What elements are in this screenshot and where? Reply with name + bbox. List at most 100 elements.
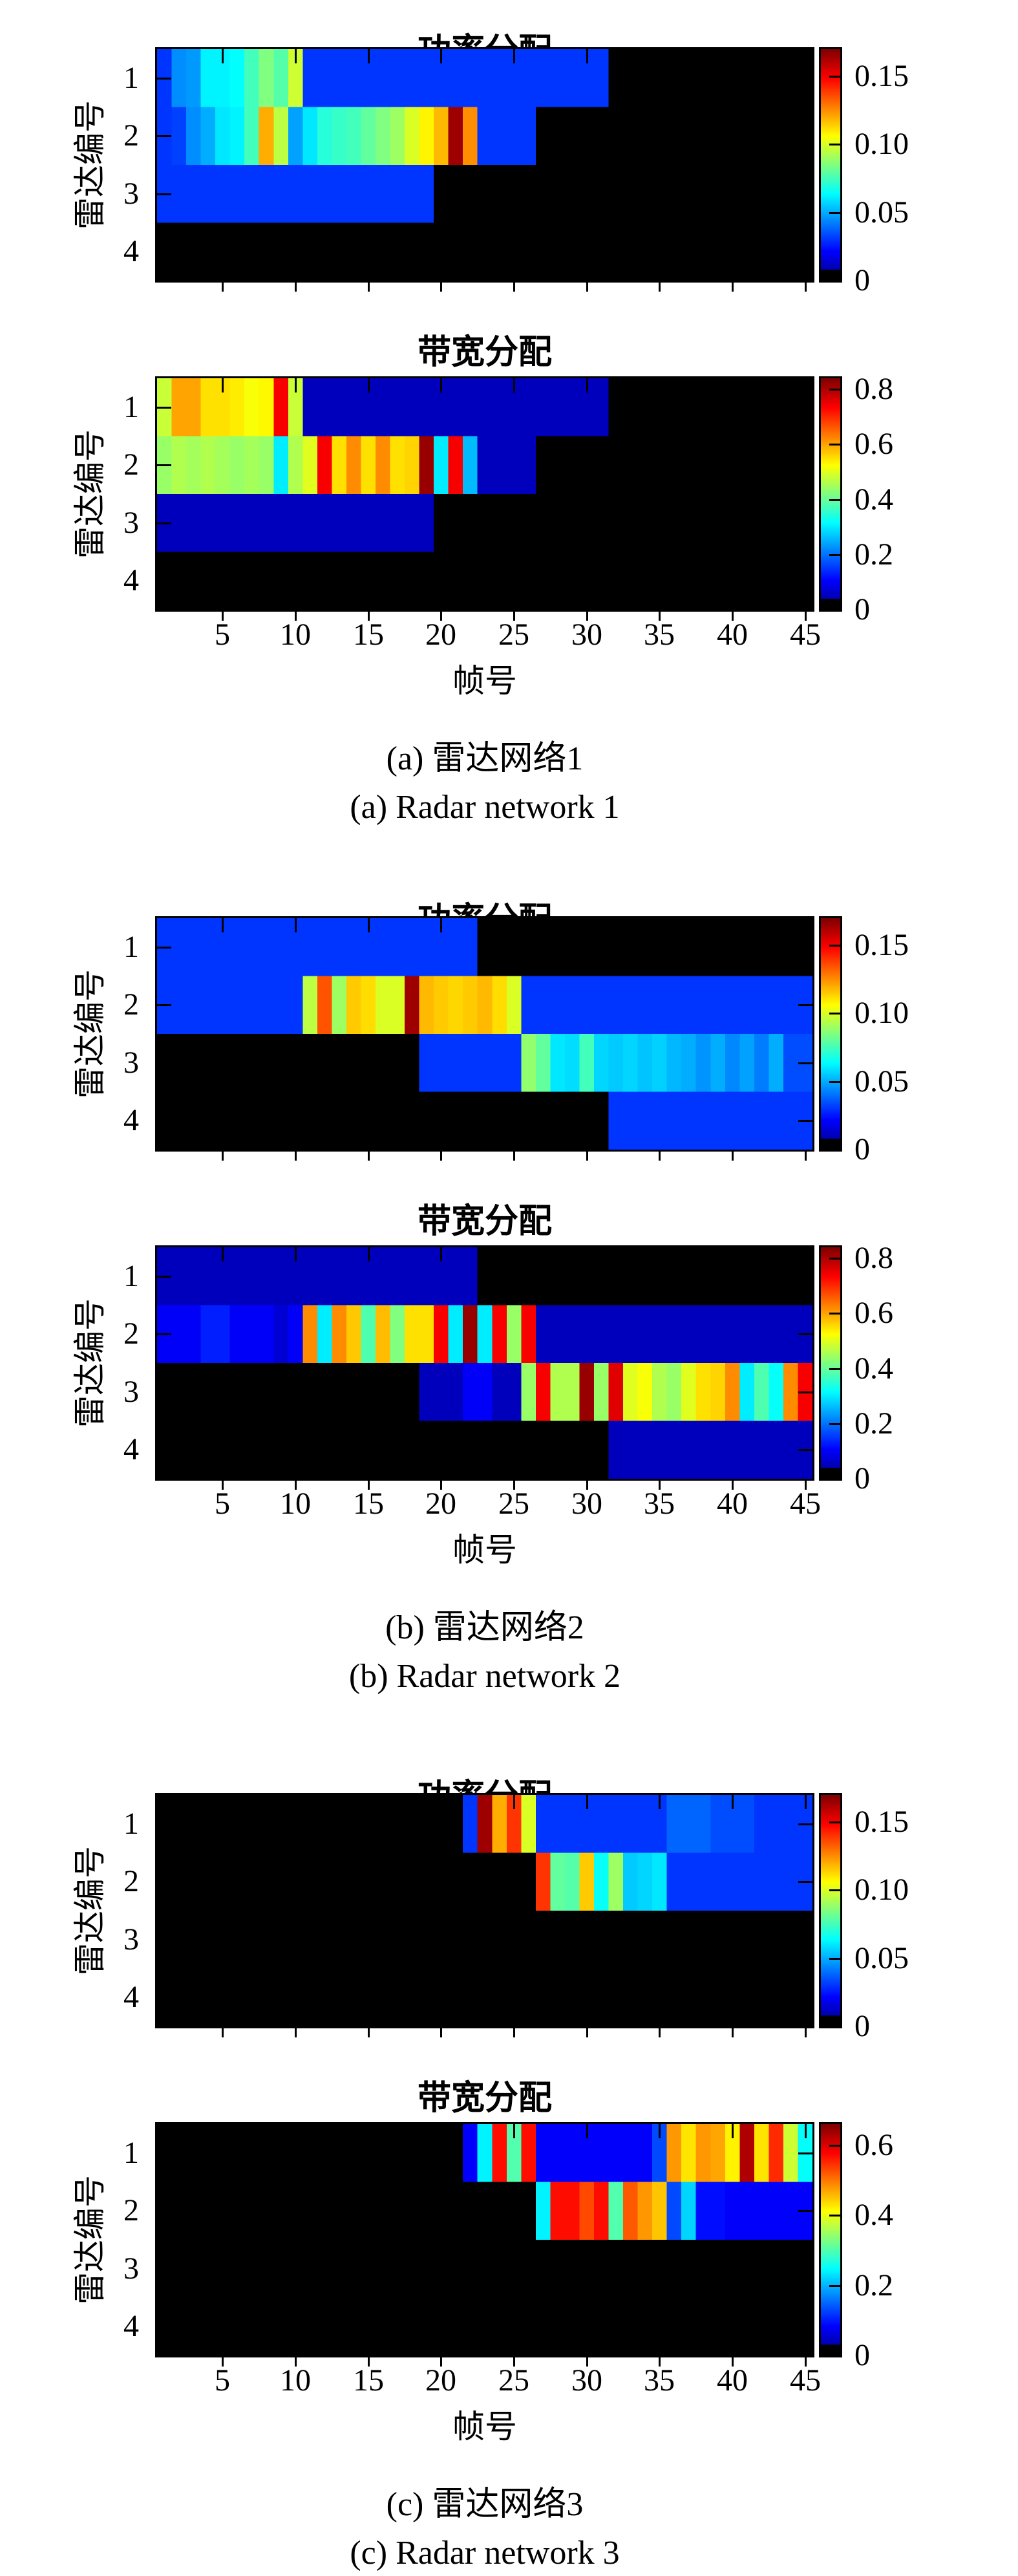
- y-tick-mark: [798, 947, 812, 949]
- colorbar-tick-label: 0.8: [854, 1241, 893, 1275]
- x-tick-mark: [440, 918, 442, 932]
- heatmap-a-bandwidth: [157, 378, 812, 610]
- y-tick-label: 1: [123, 930, 139, 964]
- y-tick-mark: [798, 580, 812, 582]
- colorbar-tick-label: 0.10: [854, 127, 909, 161]
- colorbar-tick-mark: [829, 1258, 842, 1260]
- y-tick-mark: [798, 2152, 812, 2154]
- heatmap-b-power: [157, 918, 812, 1150]
- x-tick-mark: [440, 378, 442, 392]
- y-tick-mark: [157, 1120, 171, 1122]
- x-tick-mark: [295, 918, 297, 932]
- x-tick-mark: [222, 2028, 224, 2037]
- bandwidth-title-b: 带宽分配: [417, 1203, 552, 1241]
- x-tick-label: 30: [571, 2363, 602, 2398]
- colorbar-tick-mark: [829, 945, 842, 947]
- y-tick-label: 2: [123, 118, 139, 153]
- x-tick-mark: [222, 1247, 224, 1261]
- x-tick-mark: [295, 2357, 297, 2367]
- x-tick-label: 45: [790, 1487, 821, 1521]
- colorbar-tick-mark: [829, 2285, 842, 2287]
- x-tick-mark: [586, 612, 588, 621]
- colorbar-tick-mark: [829, 609, 842, 611]
- x-tick-label: 35: [644, 2363, 675, 2398]
- caption-zh-b: (b) 雷达网络2: [385, 1609, 584, 1646]
- y-tick-mark: [798, 407, 812, 409]
- x-tick-mark: [222, 2357, 224, 2367]
- colorbar-tick-mark: [829, 389, 842, 391]
- x-tick-label: 30: [571, 1487, 602, 1521]
- y-tick-mark: [798, 193, 812, 195]
- y-tick-label: 2: [123, 1864, 139, 1898]
- y-tick-label: 4: [123, 563, 139, 597]
- colorbar-tick-label: 0.10: [854, 1873, 909, 1907]
- x-tick-mark: [513, 2028, 515, 2037]
- colorbar-tick-mark: [829, 499, 842, 501]
- x-tick-mark: [440, 283, 442, 292]
- y-tick-label: 3: [123, 1046, 139, 1080]
- x-tick-mark: [440, 612, 442, 621]
- colorbar-tick-mark: [829, 1313, 842, 1315]
- x-tick-label: 40: [717, 2363, 748, 2398]
- colorbar-c-power: [821, 1795, 840, 2026]
- x-tick-mark: [440, 2124, 442, 2138]
- y-tick-label: 4: [123, 1980, 139, 2014]
- y-tick-label: 4: [123, 1432, 139, 1466]
- x-tick-mark: [513, 49, 515, 63]
- colorbar-tick-mark: [829, 144, 842, 145]
- y-tick-label: 2: [123, 447, 139, 482]
- caption-zh-a: (a) 雷达网络1: [386, 740, 584, 777]
- x-tick-mark: [659, 2357, 661, 2367]
- y-tick-mark: [157, 407, 171, 409]
- x-tick-label: 15: [353, 1487, 384, 1521]
- x-tick-mark: [295, 612, 297, 621]
- x-tick-mark: [513, 1481, 515, 1490]
- colorbar-tick-mark: [829, 1013, 842, 1014]
- x-tick-mark: [732, 2124, 734, 2138]
- x-tick-mark: [440, 49, 442, 63]
- caption-zh-c: (c) 雷达网络3: [386, 2486, 584, 2523]
- y-tick-mark: [798, 1939, 812, 1941]
- x-tick-label: 15: [353, 617, 384, 652]
- x-tick-mark: [805, 1795, 807, 1809]
- x-tick-mark: [659, 283, 661, 292]
- x-tick-label: 15: [353, 2363, 384, 2398]
- x-tick-mark: [732, 918, 734, 932]
- colorbar-tick-mark: [829, 1081, 842, 1083]
- x-tick-mark: [805, 2028, 807, 2037]
- x-tick-mark: [368, 612, 370, 621]
- x-tick-label: 40: [717, 617, 748, 652]
- x-tick-mark: [732, 612, 734, 621]
- y-tick-mark: [798, 2326, 812, 2328]
- y-tick-mark: [157, 2268, 171, 2270]
- x-tick-mark: [586, 1481, 588, 1490]
- y-tick-label: 3: [123, 1375, 139, 1409]
- x-tick-mark: [295, 2124, 297, 2138]
- colorbar-tick-mark: [829, 1958, 842, 1960]
- heatmap-c-power: [157, 1795, 812, 2026]
- y-tick-mark: [157, 251, 171, 253]
- x-tick-mark: [440, 1247, 442, 1261]
- x-tick-mark: [222, 1152, 224, 1161]
- y-tick-mark: [157, 1823, 171, 1825]
- x-axis-label-b: 帧号: [452, 1532, 517, 1568]
- colorbar-tick-mark: [829, 2145, 842, 2147]
- x-tick-mark: [368, 918, 370, 932]
- x-tick-mark: [586, 2028, 588, 2037]
- colorbar-tick-label: 0: [854, 1461, 870, 1496]
- y-tick-label: 1: [123, 2136, 139, 2170]
- x-tick-mark: [440, 2357, 442, 2367]
- x-tick-mark: [295, 2028, 297, 2037]
- x-tick-mark: [440, 1795, 442, 1809]
- colorbar-tick-label: 0.2: [854, 2268, 893, 2302]
- x-tick-mark: [295, 378, 297, 392]
- y-tick-mark: [157, 1881, 171, 1883]
- x-tick-mark: [732, 378, 734, 392]
- y-tick-mark: [157, 2152, 171, 2154]
- x-tick-mark: [805, 918, 807, 932]
- y-tick-label: 3: [123, 2251, 139, 2286]
- colorbar-tick-mark: [829, 1423, 842, 1425]
- x-tick-mark: [586, 2124, 588, 2138]
- x-tick-mark: [732, 1795, 734, 1809]
- y-tick-mark: [157, 78, 171, 80]
